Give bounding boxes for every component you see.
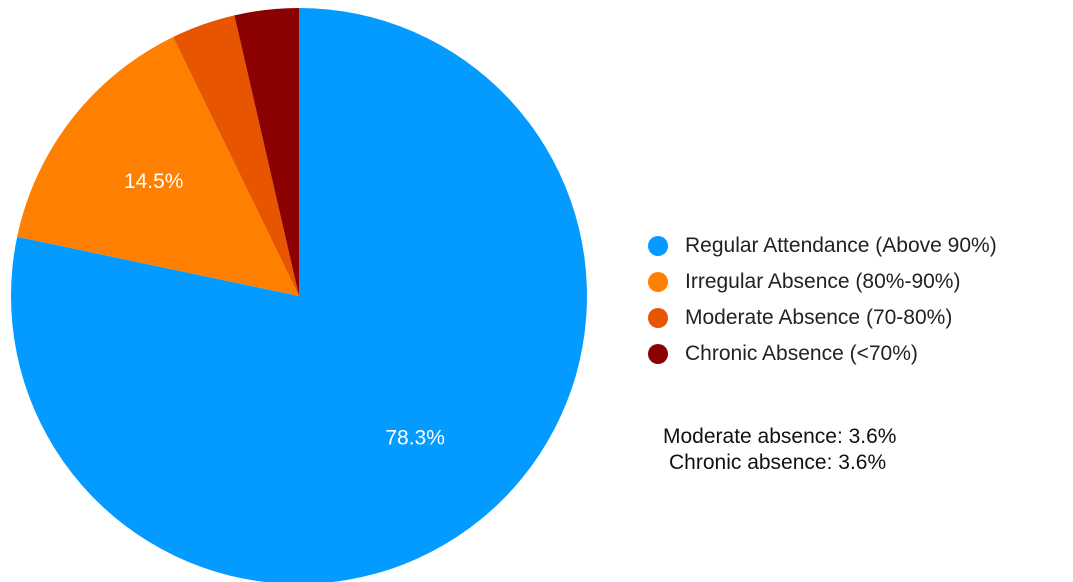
note-chronic-absence: Chronic absence: 3.6% [669, 451, 887, 474]
pie-slice-chronic-absence [234, 8, 299, 296]
legend-label-irregular-absence: Irregular Absence (80%-90%) [685, 270, 961, 293]
pie-slice-moderate-absence [173, 15, 299, 296]
legend: Regular Attendance (Above 90%) Irregular… [648, 228, 997, 372]
legend-swatch-moderate-absence [648, 308, 668, 328]
note-moderate-absence: Moderate absence: 3.6% [663, 425, 897, 448]
legend-item-moderate-absence: Moderate Absence (70-80%) [648, 300, 997, 336]
pie-slice-regular-attendance [11, 8, 587, 582]
slice-label-irregular-absence: 14.5% [124, 170, 184, 193]
legend-swatch-regular-attendance [648, 236, 668, 256]
legend-swatch-chronic-absence [648, 344, 668, 364]
pie-chart: 78.3% 14.5% [11, 8, 587, 582]
legend-item-regular-attendance: Regular Attendance (Above 90%) [648, 228, 997, 264]
pie-slice-irregular-absence [17, 36, 299, 297]
legend-item-irregular-absence: Irregular Absence (80%-90%) [648, 264, 997, 300]
legend-item-chronic-absence: Chronic Absence (<70%) [648, 336, 997, 372]
slice-label-regular-attendance: 78.3% [385, 427, 445, 450]
legend-label-chronic-absence: Chronic Absence (<70%) [685, 342, 918, 365]
legend-label-moderate-absence: Moderate Absence (70-80%) [685, 306, 953, 329]
legend-swatch-irregular-absence [648, 272, 668, 292]
legend-label-regular-attendance: Regular Attendance (Above 90%) [685, 234, 997, 257]
